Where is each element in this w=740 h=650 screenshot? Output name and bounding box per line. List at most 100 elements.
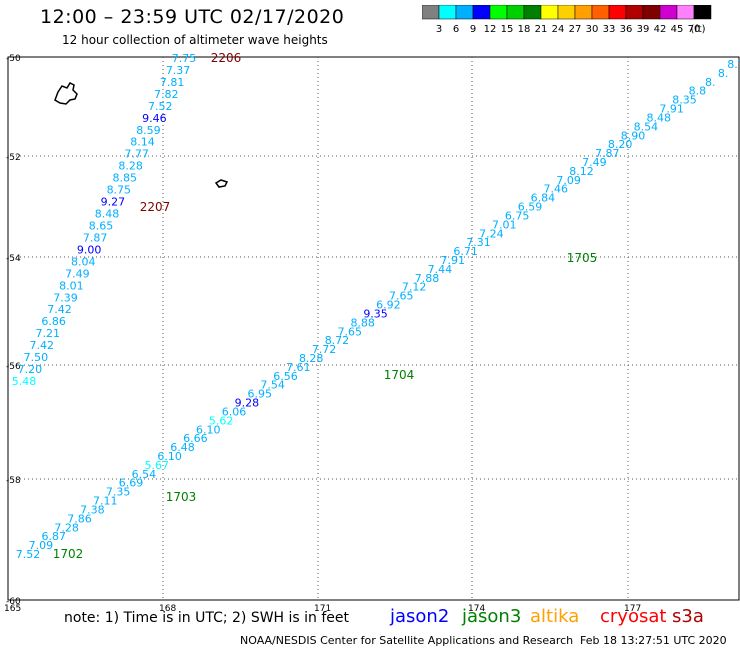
swh-value: 5.48	[12, 375, 37, 388]
swh-value: 7.49	[65, 267, 90, 280]
legend-label: 39	[637, 24, 650, 35]
legend-label: 15	[501, 24, 514, 35]
legend-label: (ft)	[690, 24, 705, 35]
swh-value: 7.24	[479, 227, 504, 240]
campbell-island-icon	[214, 179, 229, 188]
swh-value: 7.01	[492, 218, 517, 231]
swh-value: 8.14	[130, 136, 155, 149]
swh-value: 7.28	[54, 521, 79, 534]
swh-value: 8.90	[621, 129, 646, 142]
satellite-jason3: jason3	[462, 606, 522, 627]
swh-value: 9.46	[142, 112, 167, 125]
swh-value: 6.66	[183, 432, 208, 445]
swh-value: 6.84	[531, 192, 556, 205]
lat-tick-label: -60	[6, 597, 21, 607]
swh-value: 7.87	[83, 231, 108, 244]
map-grid	[8, 57, 739, 600]
swh-value: 6.59	[518, 201, 543, 214]
pass-time-label: 1702	[53, 547, 84, 561]
satellite-s3a: s3a	[672, 606, 704, 627]
swh-value: 8.01	[59, 279, 84, 292]
swh-value: 5.67	[144, 459, 169, 472]
lon-tick-label: 177	[624, 604, 641, 614]
map-title: 12:00 – 23:59 UTC 02/17/2020	[40, 6, 345, 28]
swh-value: 7.75	[172, 52, 197, 65]
legend-label: 12	[484, 24, 497, 35]
swh-value: 8.28	[118, 160, 143, 173]
legend-label: 9	[470, 24, 476, 35]
map-subtitle: 12 hour collection of altimeter wave hei…	[62, 33, 328, 47]
swh-value: 7.54	[260, 379, 285, 392]
swh-value: 8.8	[689, 85, 707, 98]
swh-value: 7.65	[389, 290, 414, 303]
footer-timestamp: Feb 18 13:27:51 UTC 2020	[580, 634, 727, 647]
swh-value: 7.77	[124, 148, 149, 161]
swh-value: 8.35	[672, 94, 697, 107]
lat-tick-label: -58	[6, 476, 21, 486]
swh-value: 8.48	[95, 208, 120, 221]
legend-label: 27	[569, 24, 582, 35]
swh-value: 7.12	[402, 281, 427, 294]
legend-label: 42	[654, 24, 667, 35]
swh-value: 6.10	[157, 450, 182, 463]
pass-time-label: 1703	[166, 490, 197, 504]
swh-value: 7.88	[415, 272, 440, 285]
legend-swatch	[693, 5, 712, 20]
swh-value: 8.75	[107, 184, 132, 197]
swh-value: 6.69	[119, 477, 144, 490]
legend-label: 6	[453, 24, 459, 35]
swh-value: 7.65	[338, 325, 363, 338]
swh-value: 6.10	[196, 423, 221, 436]
lon-tick-label: 174	[468, 604, 485, 614]
footer-note: note: 1) Time is in UTC; 2) SWH is in fe…	[64, 610, 350, 626]
lat-tick-label: -52	[6, 153, 21, 163]
swh-value: 7.49	[582, 156, 607, 169]
swh-value: 6.75	[505, 209, 530, 222]
satellite-jason2: jason2	[390, 606, 450, 627]
satellite-altika: altika	[530, 606, 580, 627]
color-legend: 3 6 9 12 15 18 21 24 27 30 33 36 39 42 45 70(ft)	[422, 5, 712, 35]
swh-value: 8.88	[350, 316, 375, 329]
lon-tick-label: 168	[159, 604, 176, 614]
swh-value: 7.44	[428, 263, 453, 276]
swh-value: 8.85	[112, 172, 137, 185]
swh-value: 8.7	[727, 58, 740, 71]
swh-value: 7.35	[106, 486, 131, 499]
track-west: 7.757.377.817.827.529.468.598.147.778.28…	[12, 51, 242, 388]
swh-value: 7.81	[160, 76, 185, 89]
legend-label: 70	[688, 24, 701, 35]
swh-value: 8.	[705, 76, 716, 89]
swh-value: 6.71	[453, 245, 478, 258]
pass-time-label: 2206	[211, 51, 242, 65]
swh-value: 6.48	[170, 441, 195, 454]
swh-value: 7.82	[154, 88, 179, 101]
swh-value: 8.48	[647, 111, 672, 124]
swh-value: 7.20	[18, 363, 43, 376]
swh-value: 7.31	[466, 236, 491, 249]
swh-value: 9.27	[101, 196, 126, 209]
swh-value: 7.37	[166, 64, 191, 77]
lat-tick-label: -54	[6, 254, 21, 264]
auckland-islands-icon	[54, 82, 78, 105]
swh-value: 7.42	[47, 303, 72, 316]
swh-value: 7.50	[24, 351, 49, 364]
swh-value: 7.91	[659, 103, 684, 116]
swh-value: 7.42	[30, 339, 55, 352]
swh-value: 7.38	[80, 503, 105, 516]
swh-value: 9.28	[235, 397, 260, 410]
swh-value: 8.65	[89, 219, 114, 232]
swh-value: 8.54	[634, 120, 659, 133]
map-frame	[7, 56, 740, 601]
swh-value: 7.11	[93, 495, 118, 508]
lon-tick-label: 171	[314, 604, 331, 614]
pass-time-label: 2207	[140, 200, 171, 214]
swh-value: 5.62	[209, 414, 234, 427]
swh-value: 6.95	[247, 388, 272, 401]
swh-value: 6.56	[273, 370, 298, 383]
swh-value: 8.12	[569, 165, 594, 178]
lat-tick-label: -56	[6, 362, 21, 372]
lat-tick-label: -50	[6, 54, 21, 64]
swh-value: 8.59	[136, 124, 161, 137]
swh-value: 7.39	[53, 291, 78, 304]
